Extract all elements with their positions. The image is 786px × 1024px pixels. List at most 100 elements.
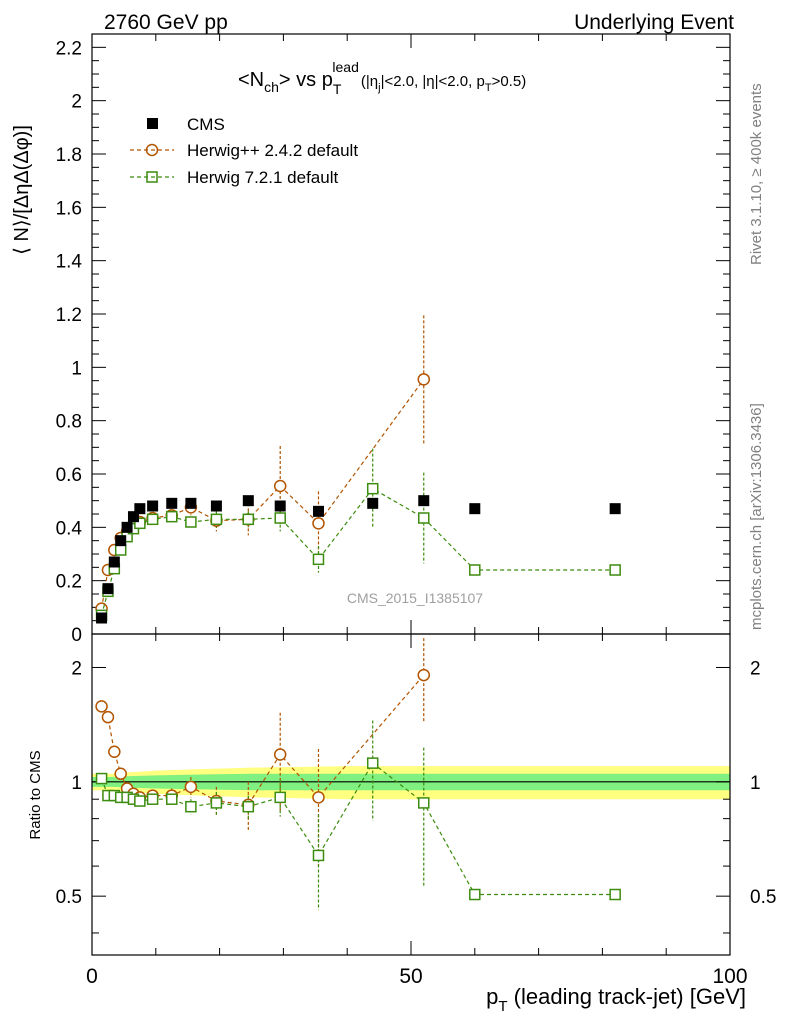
cms-data-point (274, 500, 286, 512)
y-tick-label: 0.8 (56, 412, 82, 433)
legend: CMS Herwig++ 2.4.2 default Herwig 7.2.1 … (130, 115, 358, 187)
cms-data-point (102, 583, 114, 595)
y-tick-label: 1.4 (56, 252, 83, 273)
cms-data-point (418, 495, 430, 507)
mcplots-label: mcplots.cern.ch [arXiv:1306.3436] (748, 403, 765, 630)
cms-data-point (609, 503, 621, 515)
title-p-sup: lead (332, 59, 358, 75)
cms-data-point (185, 497, 197, 509)
herwig7-point (210, 513, 223, 526)
title-observable-sub: ch (264, 79, 279, 95)
herwigpp-point (312, 517, 325, 530)
ratio-tick-label-left: 0.5 (56, 887, 82, 908)
legend-label-cms: CMS (187, 115, 225, 134)
herwig7-point (469, 564, 481, 576)
herwig7-ratio-point (210, 797, 223, 809)
herwig7-ratio-point (366, 757, 379, 769)
y-tick-label: 0.4 (56, 518, 83, 539)
ratio-tick-label-right: 1 (750, 773, 761, 794)
herwig7-point (166, 510, 178, 523)
legend-marker-herwig7 (146, 171, 158, 183)
cms-data-point (469, 503, 481, 515)
legend-label-herwig7: Herwig 7.2.1 default (187, 168, 338, 187)
y-tick-label: 0.6 (56, 465, 82, 486)
herwig7-ratio-point (166, 793, 178, 805)
cms-data-point (134, 503, 146, 515)
herwig7-point (146, 513, 159, 526)
herwig7-ratio-point (146, 793, 159, 805)
herwigpp-point (273, 479, 287, 493)
legend-label-herwigpp: Herwig++ 2.4.2 default (187, 141, 358, 160)
ratio-tick-label-left: 1 (71, 773, 82, 794)
herwig7-point (242, 513, 255, 526)
legend-marker-cms (147, 118, 158, 129)
herwig7-point (114, 544, 127, 556)
ratio-tick-label-left: 2 (71, 658, 82, 679)
main-panel: 0 0.2 0.4 0.6 0.8 1 1.2 1.4 1.6 1.8 2 2.2 (56, 33, 731, 646)
title-observable: <N (238, 69, 264, 91)
y-tick-label: 1.8 (56, 145, 82, 166)
herwig7-point (366, 482, 379, 495)
cms-data-point (147, 500, 159, 512)
herwig7-ratio-point (312, 849, 325, 862)
y-tick-label: 0 (71, 625, 82, 646)
analysis-watermark: CMS_2015_I1385107 (347, 590, 483, 606)
title-cuts: (|η (361, 73, 378, 90)
herwig7-point (418, 512, 430, 524)
title-cuts-end: >0.5) (492, 73, 527, 90)
herwig7-point (134, 517, 146, 530)
cms-data-point (312, 505, 324, 517)
ratio-tick-label-right: 2 (750, 658, 761, 679)
cms-data-point (96, 612, 108, 624)
title-observable-close: > vs p (279, 69, 333, 91)
x-axis-label: pT (leading track-jet) [GeV] (486, 984, 746, 1015)
cms-data-point (367, 497, 379, 509)
x-tick-label: 100 (712, 965, 747, 988)
herwig7-ratio-point (134, 795, 146, 807)
ratio-tick-label-right: 0.5 (750, 887, 776, 908)
herwigpp-ratio-point (312, 791, 325, 804)
title-cuts-sub2: T (485, 82, 492, 94)
y-tick-label: 1 (71, 358, 82, 379)
cms-data-point (121, 521, 133, 533)
x-tick-label: 0 (86, 965, 98, 988)
cms-data-point (166, 497, 178, 509)
y-tick-label: 2.2 (56, 38, 82, 59)
rivet-label: Rivet 3.1.10, ≥ 400k events (748, 83, 765, 265)
cms-data-point (115, 535, 127, 547)
herwig7-point (185, 516, 197, 528)
y-axis-label: ⟨ N⟩/[ΔηΔ(Δφ)] (11, 125, 33, 255)
herwigpp-ratio-point (114, 767, 127, 781)
cms-data-point (242, 495, 254, 507)
cms-data-point (108, 556, 120, 568)
ratio-y-axis-label: Ratio to CMS (27, 750, 44, 839)
herwig7-ratio-point (418, 797, 430, 809)
herwig7-ratio-point (274, 791, 286, 804)
herwigpp-ratio-point (417, 668, 431, 682)
herwigpp-ratio-point (108, 745, 121, 758)
herwig7-ratio-point (242, 800, 255, 813)
herwigpp-ratio-point (273, 748, 287, 761)
herwig7-ratio-point (95, 772, 108, 785)
legend-marker-herwigpp (145, 143, 159, 157)
herwigpp-point (417, 373, 431, 386)
process-label: Underlying Event (574, 11, 734, 34)
herwig7-ratio-point (469, 888, 481, 901)
x-tick-label: 50 (399, 965, 422, 988)
y-tick-label: 1.6 (56, 198, 82, 219)
herwig7-ratio-point (185, 800, 197, 813)
y-tick-label: 2 (71, 92, 82, 113)
herwigpp-ratio-point (184, 780, 198, 794)
ratio-panel: 0 50 100 0.5 0.5 1 1 2 2 (56, 633, 776, 988)
x-axis-label-sub: T (498, 998, 507, 1015)
title-cuts-mid: |<2.0, |η|<2.0, p (381, 73, 485, 90)
plot-title: <Nch> vs pTlead(|ηj|<2.0, |η|<2.0, pT>0.… (238, 59, 526, 97)
herwig7-ratio-point (609, 888, 621, 901)
herwigpp-ratio-point (95, 700, 108, 713)
cms-data-point (210, 500, 222, 512)
title-p-sub: T (333, 81, 342, 97)
y-tick-label: 1.2 (56, 305, 82, 326)
x-axis-label-rest: (leading track-jet) [GeV] (508, 984, 746, 1009)
herwig7-point (609, 564, 621, 576)
